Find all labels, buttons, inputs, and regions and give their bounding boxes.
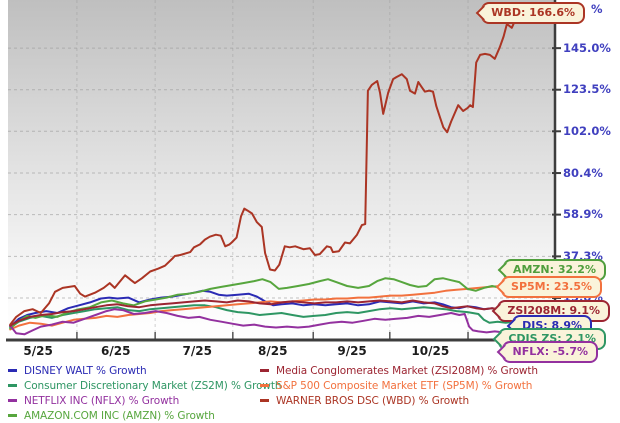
legend-swatch (8, 414, 17, 417)
callout-NFLX: NFLX: -5.7% (497, 340, 598, 363)
legend-item-AMZN: AMAZON.COM INC (AMZN) % Growth (8, 408, 258, 423)
legend-label: S&P 500 Composite Market ETF (SP5M) % Gr… (276, 379, 533, 392)
legend-item-ZSI208M: Media Conglomerates Market (ZSI208M) % G… (260, 363, 616, 378)
legend-swatch (260, 369, 269, 372)
series-lines (9, 5, 532, 339)
legend-item-WBD: WARNER BROS DSC (WBD) % Growth (260, 393, 616, 408)
callout-text: ZSI208M: 9.1% (507, 303, 600, 317)
y-axis-tick-label: 123.5% (563, 82, 611, 97)
x-axis-tick-label: 6/25 (101, 344, 131, 358)
callout-text: AMZN: 32.2% (512, 262, 596, 276)
plot-area: 145.0%123.5%102.0%80.4%58.9%37.3%15.8% 5… (6, 0, 611, 363)
legend-item-NFLX: NETFLIX INC (NFLX) % Growth (8, 393, 258, 408)
y-axis-tick-label: 58.9% (563, 207, 603, 222)
chart-canvas (6, 0, 561, 342)
legend-column-left: DISNEY WALT % Growth Consumer Discretiona… (8, 363, 282, 423)
callout-text: NFLX: -5.7% (512, 344, 588, 358)
series-line-WBD (9, 5, 532, 326)
plot-background (8, 0, 555, 340)
callout-SP5M: SP5M: 23.5% (495, 275, 602, 298)
legend-swatch (8, 384, 17, 387)
x-axis-tick-label: 7/25 (182, 344, 212, 358)
legend-item-DIS: DISNEY WALT % Growth (8, 363, 258, 378)
series-line-AMZN (9, 265, 532, 330)
x-axis-tick-label: 9/25 (337, 344, 367, 358)
legend-label: AMAZON.COM INC (AMZN) % Growth (24, 409, 215, 422)
callout-text: WBD: 166.6% (491, 5, 575, 19)
legend-label: Consumer Discretionary Market (ZS2M) % G… (24, 379, 282, 392)
x-axis-tick-label: 5/25 (23, 344, 53, 358)
legend-swatch (260, 384, 269, 387)
legend-label: WARNER BROS DSC (WBD) % Growth (276, 394, 470, 407)
series-line-ZSI208M (9, 299, 532, 327)
x-axis-tick-label: 8/25 (258, 344, 288, 358)
y-axis-unit-label: % (591, 2, 603, 16)
callout-text: SP5M: 23.5% (511, 279, 592, 293)
y-axis-tick-label: 80.4% (563, 165, 603, 180)
series-line-SP5M (9, 282, 532, 331)
legend-column-right: Media Conglomerates Market (ZSI208M) % G… (260, 363, 616, 408)
legend-swatch (8, 399, 17, 402)
y-axis-tick-label: 145.0% (563, 40, 611, 55)
legend-item-SP5M: S&P 500 Composite Market ETF (SP5M) % Gr… (260, 378, 616, 393)
series-line-ZS2M (9, 304, 532, 329)
legend-swatch (8, 369, 17, 372)
legend-label: Media Conglomerates Market (ZSI208M) % G… (276, 364, 538, 377)
x-axis-tick-label: 10/25 (411, 344, 450, 358)
legend-swatch (260, 399, 269, 402)
legend: DISNEY WALT % Growth Consumer Discretiona… (0, 361, 620, 423)
callout-WBD: WBD: 166.6% (476, 1, 585, 24)
legend-label: NETFLIX INC (NFLX) % Growth (24, 394, 180, 407)
legend-label: DISNEY WALT % Growth (24, 364, 147, 377)
legend-item-ZS2M: Consumer Discretionary Market (ZS2M) % G… (8, 378, 282, 393)
series-line-NFLX (9, 308, 532, 339)
gridlines (8, 0, 553, 340)
y-axis-tick-label: 102.0% (563, 123, 611, 138)
